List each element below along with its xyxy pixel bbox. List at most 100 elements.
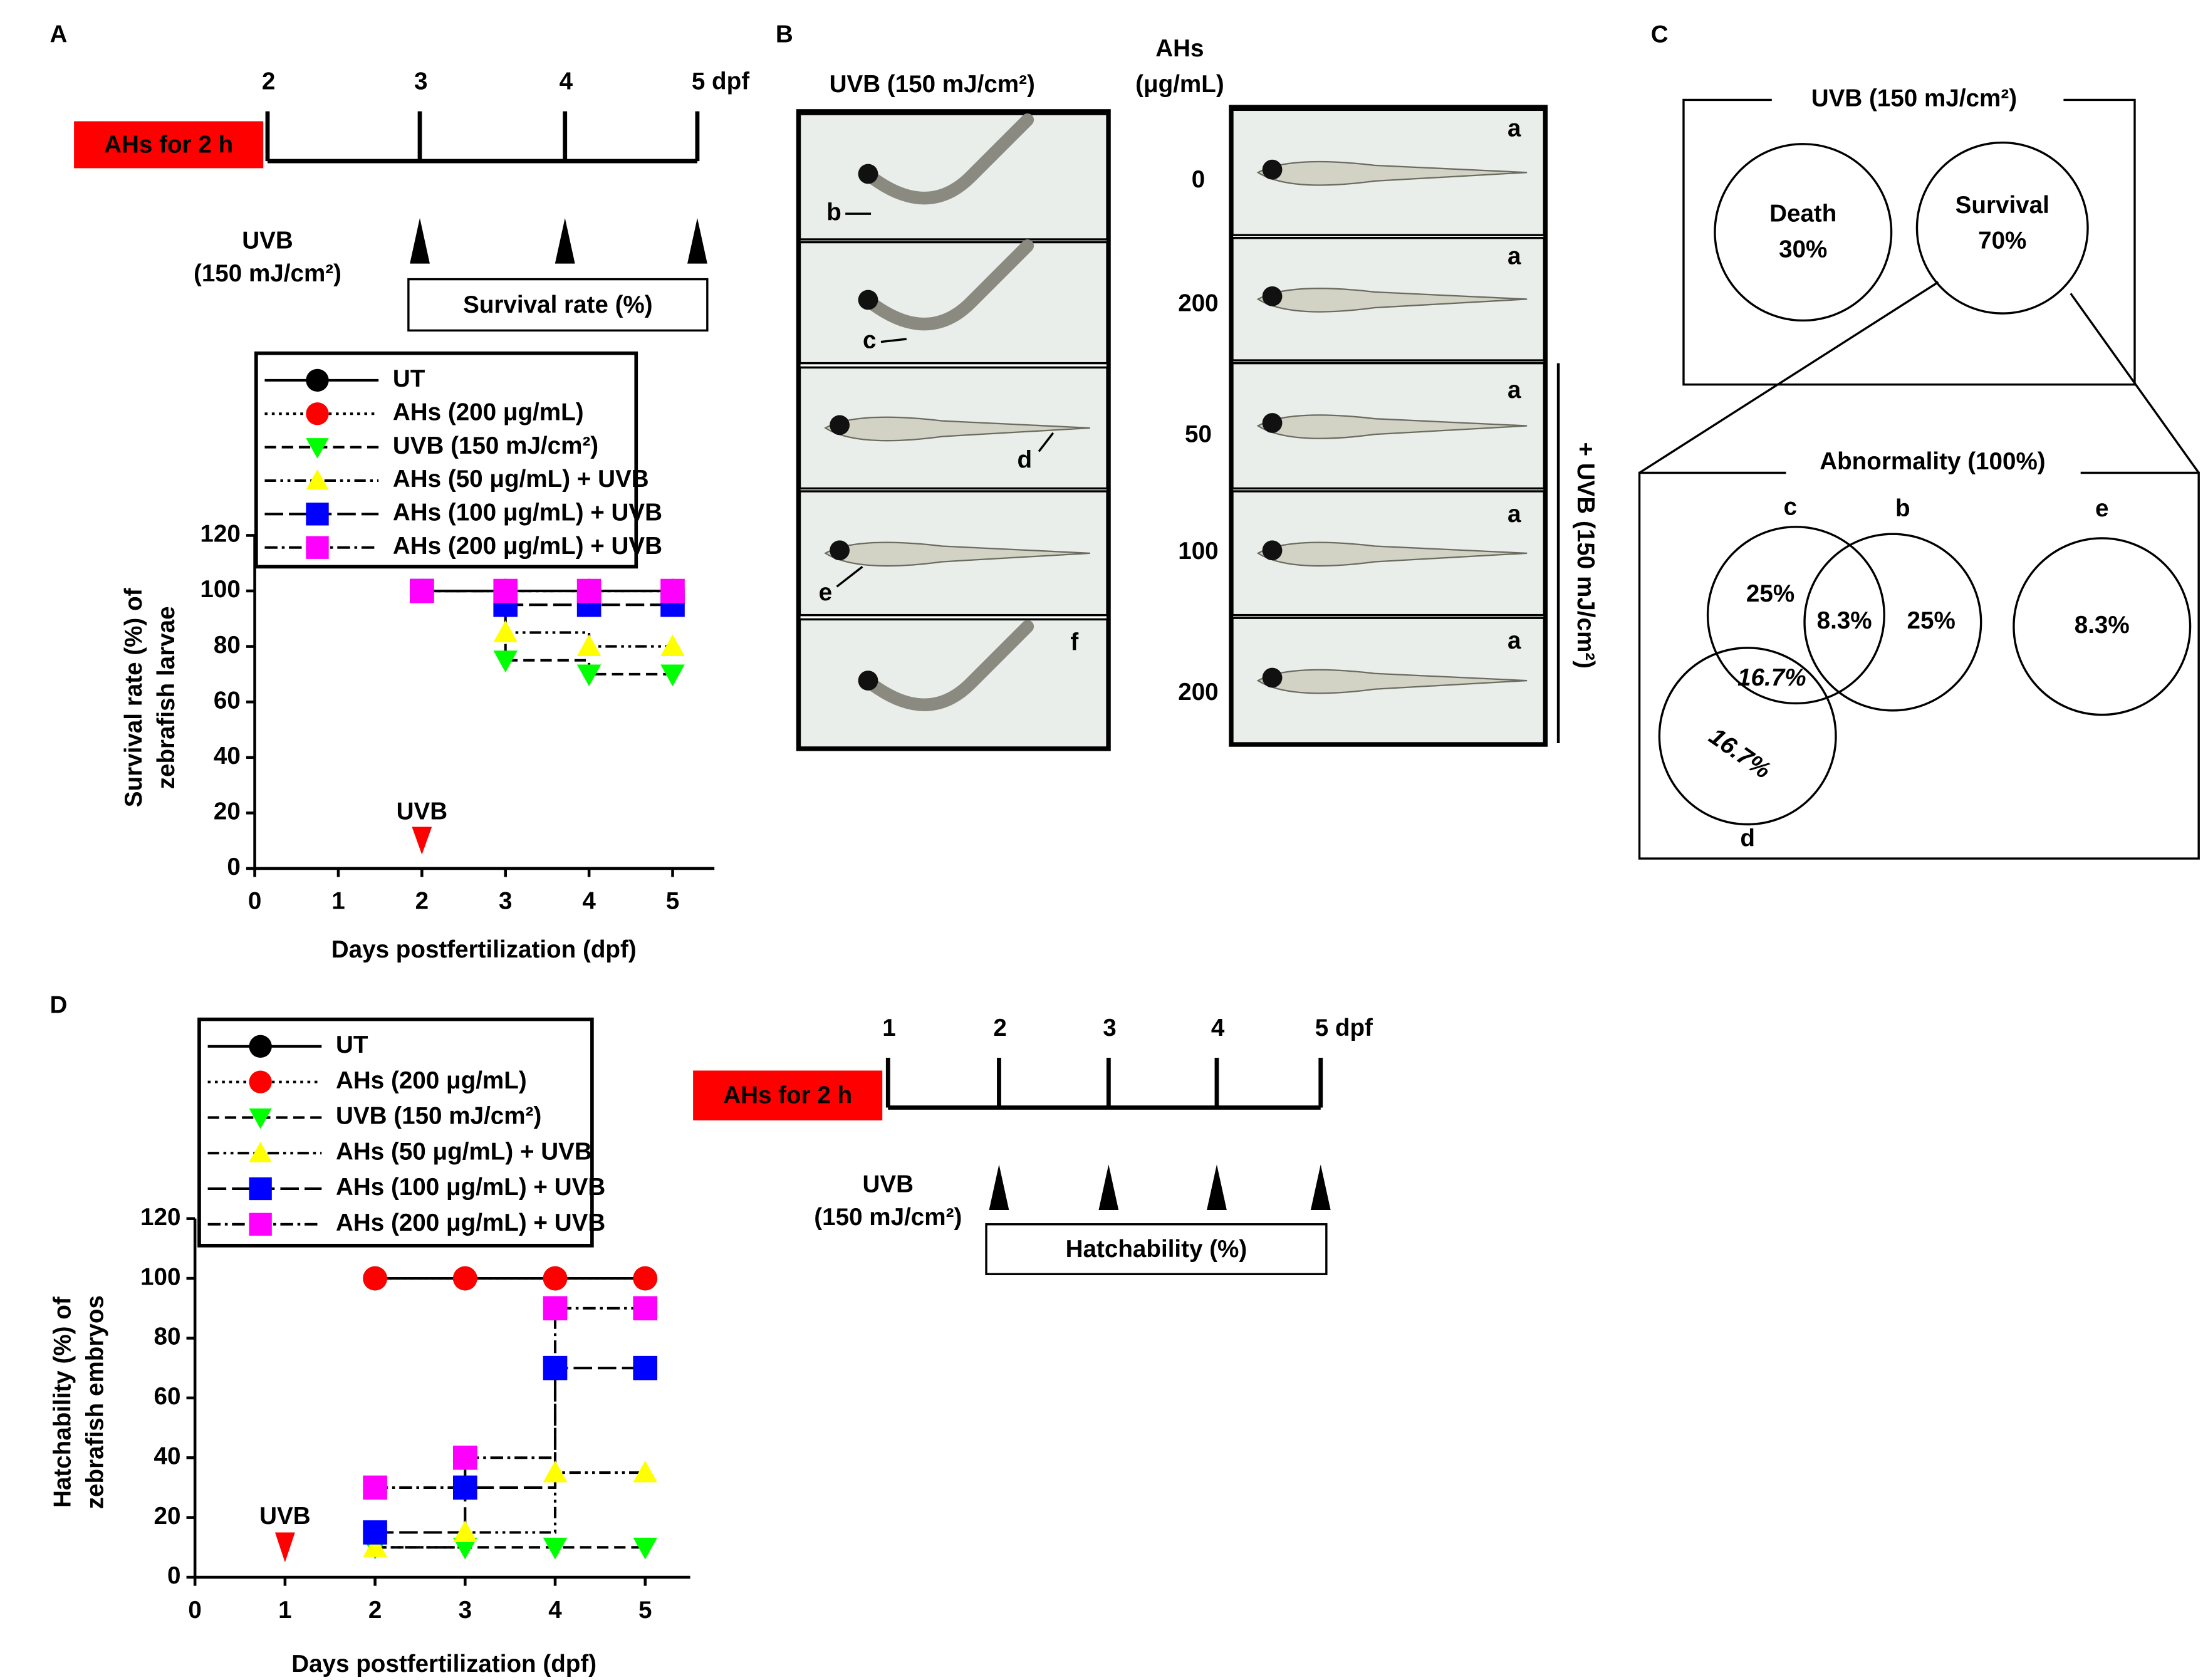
legend-label: UT bbox=[393, 365, 425, 392]
region-label: 25% bbox=[1907, 607, 1956, 634]
sampling-arrow bbox=[1207, 1164, 1227, 1211]
annotation-arrow bbox=[412, 827, 432, 855]
x-tick-label: 5 bbox=[638, 1597, 652, 1624]
image-label: a bbox=[1508, 377, 1521, 404]
micrograph bbox=[798, 113, 1108, 241]
larva bbox=[864, 239, 1034, 331]
venn-frame bbox=[1638, 471, 2200, 860]
legend-label: AHs (200 μg/mL) bbox=[336, 1067, 527, 1094]
marker bbox=[306, 536, 329, 559]
x-tick-label: 1 bbox=[278, 1597, 291, 1624]
annotation: UVB bbox=[397, 798, 448, 825]
timeline-tick-label: 2 bbox=[262, 68, 275, 95]
region-label: 16.7% bbox=[1737, 664, 1806, 691]
marker bbox=[306, 503, 329, 526]
marker bbox=[543, 1266, 568, 1291]
readout-label: Hatchability (%) bbox=[1066, 1236, 1247, 1263]
marker bbox=[633, 1537, 658, 1560]
y-tick-label: 60 bbox=[154, 1383, 181, 1410]
legend-label: AHs (50 μg/mL) + UVB bbox=[393, 466, 649, 493]
legend-label: AHs (200 μg/mL) + UVB bbox=[336, 1209, 605, 1236]
series-line bbox=[375, 1307, 645, 1489]
y-tick-label: 40 bbox=[214, 743, 241, 770]
annotation: UVB bbox=[259, 1503, 311, 1530]
marker bbox=[633, 1460, 658, 1483]
larva bbox=[1256, 414, 1528, 439]
marker bbox=[306, 368, 329, 392]
sampling-arrow bbox=[989, 1164, 1009, 1211]
set-label: d bbox=[1740, 825, 1755, 852]
dose-label: 200 bbox=[1178, 679, 1218, 706]
timeline-tick-label: 4 bbox=[560, 68, 573, 95]
panel-label: D bbox=[49, 991, 67, 1018]
marker bbox=[453, 1520, 477, 1542]
marker bbox=[543, 1460, 568, 1483]
y-tick-label: 40 bbox=[154, 1443, 181, 1469]
marker bbox=[363, 1520, 387, 1545]
marker bbox=[660, 634, 685, 657]
set-label: b bbox=[1895, 495, 1910, 522]
annotation-arrow bbox=[274, 1532, 295, 1563]
x-tick-label: 0 bbox=[248, 888, 261, 915]
larva-eye bbox=[1262, 159, 1283, 180]
larva-eye bbox=[830, 540, 850, 561]
larva-eye bbox=[858, 670, 878, 691]
x-tick-label: 3 bbox=[499, 888, 512, 915]
marker bbox=[249, 1177, 272, 1201]
set-label: e bbox=[2095, 495, 2108, 522]
legend-label: AHs (200 μg/mL) bbox=[393, 399, 584, 425]
marker bbox=[576, 634, 602, 657]
marker bbox=[576, 578, 602, 603]
image-label: a bbox=[1508, 627, 1521, 654]
dose-label: (150 mJ/cm²) bbox=[194, 260, 341, 287]
larva bbox=[864, 113, 1034, 205]
marker bbox=[543, 1296, 568, 1321]
venn-frame bbox=[1682, 98, 2136, 386]
y-tick-label: 20 bbox=[154, 1503, 181, 1530]
y-tick-label: 80 bbox=[214, 632, 241, 659]
exposure-label: UVB bbox=[863, 1171, 914, 1198]
marker bbox=[453, 1475, 477, 1500]
timeline-tick-label: 3 bbox=[414, 68, 427, 95]
marker bbox=[249, 1108, 272, 1129]
dose-label: 0 bbox=[1192, 166, 1205, 193]
legend-label: AHs (50 μg/mL) + UVB bbox=[336, 1138, 592, 1165]
image-label: e bbox=[819, 579, 832, 606]
panel-label: B bbox=[776, 21, 793, 48]
dose-label: 100 bbox=[1178, 538, 1218, 565]
marker bbox=[363, 1475, 387, 1500]
readout-box bbox=[407, 278, 709, 332]
venn-circle bbox=[1803, 533, 1982, 712]
region-label: 8.3% bbox=[1817, 607, 1872, 634]
y-tick-label: 60 bbox=[214, 687, 241, 714]
treatment-box bbox=[693, 1070, 883, 1120]
micrograph bbox=[798, 618, 1108, 749]
marker bbox=[660, 664, 685, 687]
marker bbox=[493, 620, 518, 642]
region-label: 30% bbox=[1779, 236, 1827, 263]
dose-label: 50 bbox=[1185, 421, 1212, 448]
x-tick-label: 2 bbox=[415, 888, 429, 915]
readout-label: Survival rate (%) bbox=[463, 291, 653, 318]
marker bbox=[249, 1035, 272, 1058]
region-label: Survival bbox=[1956, 192, 2049, 219]
column-header: AHs bbox=[1155, 35, 1204, 62]
marker bbox=[633, 1266, 658, 1291]
sampling-arrow bbox=[1098, 1164, 1119, 1211]
marker bbox=[633, 1355, 658, 1380]
marker bbox=[249, 1142, 272, 1162]
marker bbox=[543, 1537, 568, 1560]
marker bbox=[306, 438, 329, 459]
set-label: c bbox=[1784, 493, 1797, 520]
larva-eye bbox=[1262, 667, 1283, 688]
sampling-arrow bbox=[1310, 1164, 1331, 1211]
zoom-line bbox=[1638, 281, 1939, 474]
column-header: UVB (150 mJ/cm²) bbox=[830, 71, 1035, 98]
x-tick-label: 2 bbox=[368, 1597, 382, 1624]
frame-title: Abnormality (100%) bbox=[1820, 448, 2045, 475]
marker bbox=[249, 1213, 272, 1236]
marker bbox=[493, 578, 518, 603]
larva-eye bbox=[1262, 286, 1283, 306]
y-axis-label: zebrafish larvae bbox=[153, 606, 180, 789]
x-tick-label: 4 bbox=[582, 888, 596, 915]
